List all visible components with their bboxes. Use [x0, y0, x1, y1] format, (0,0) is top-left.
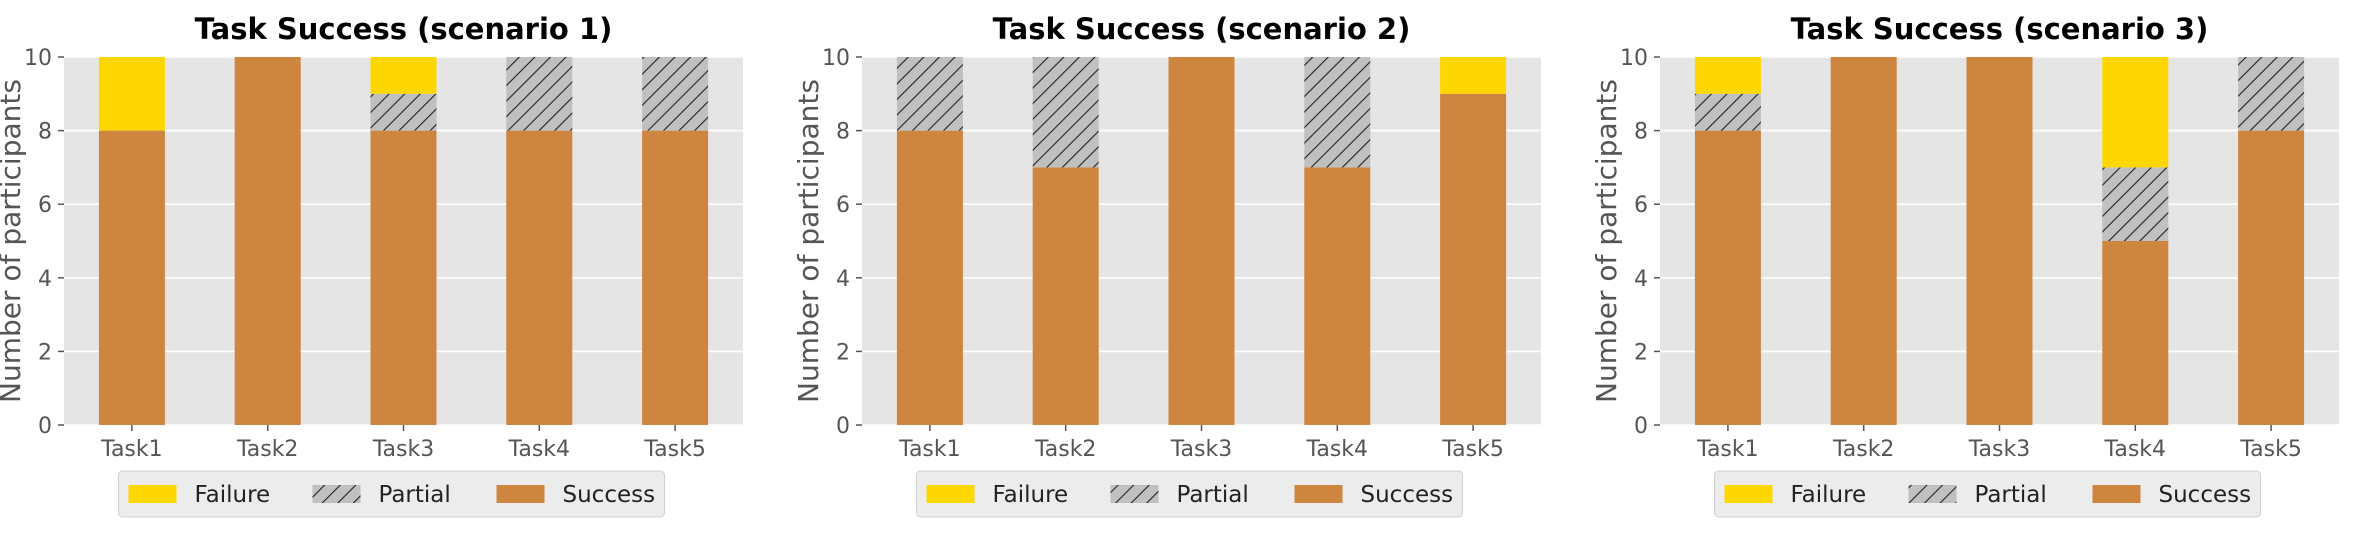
- bar-partial-task3: [370, 93, 437, 131]
- bar-partial-task2: [1032, 57, 1099, 168]
- legend-label-partial: Partial: [379, 482, 451, 508]
- bar-success-task4: [1304, 167, 1371, 425]
- y-tick-label: 2: [1634, 340, 1648, 365]
- bar-success-task4: [2102, 241, 2169, 425]
- y-tick-label: 4: [836, 267, 850, 292]
- legend-swatch-failure: [1724, 485, 1773, 503]
- x-tick-label: Task3: [1968, 437, 2030, 462]
- x-tick-label: Task4: [1306, 437, 1368, 462]
- x-tick-label: Task5: [1441, 437, 1503, 462]
- x-tick-label: Task5: [643, 437, 705, 462]
- bar-success-task1: [98, 130, 165, 425]
- bar-partial-task5: [642, 57, 709, 131]
- bar-partial-task4: [1304, 57, 1371, 168]
- legend-label-partial: Partial: [1975, 482, 2047, 508]
- legend-label-success: Success: [1361, 482, 1454, 508]
- bar-success-task3: [370, 130, 437, 425]
- y-tick-label: 4: [38, 267, 52, 292]
- bar-failure-task5: [1440, 57, 1507, 94]
- chart-panel-2: 0 2 4 6 8 10 Task1 Task2 Task3 Task4 Task5 Task Suc…: [792, 12, 1541, 518]
- y-tick-label: 10: [1620, 46, 1648, 71]
- bar-success-task2: [1830, 57, 1897, 425]
- legend-swatch-partial: [1110, 485, 1159, 503]
- x-tick-label: Task1: [898, 437, 960, 462]
- legend-label-failure: Failure: [993, 482, 1069, 508]
- legend-swatch-success: [1294, 485, 1343, 503]
- chart-title: Task Success (scenario 3): [1791, 12, 2209, 46]
- legend-swatch-partial: [1908, 485, 1957, 503]
- bar-success-task3: [1168, 57, 1235, 425]
- bar-partial-task4: [506, 57, 573, 131]
- bar-partial-task1: [896, 57, 963, 131]
- legend-swatch-success: [496, 485, 545, 503]
- y-axis-label: Number of participants: [1590, 79, 1623, 403]
- x-tick-label: Task2: [236, 437, 298, 462]
- legend-swatch-success: [2092, 485, 2141, 503]
- y-tick-label: 6: [38, 193, 52, 218]
- legend-swatch-partial: [312, 485, 361, 503]
- bar-partial-task1: [1694, 93, 1761, 131]
- legend: Failure Partial Success: [1714, 470, 2261, 518]
- legend-swatch-failure: [926, 485, 975, 503]
- y-tick-label: 6: [1634, 193, 1648, 218]
- bar-failure-task4: [2102, 57, 2169, 168]
- legend-label-success: Success: [563, 482, 656, 508]
- y-tick-label: 8: [1634, 120, 1648, 145]
- bar-success-task2: [234, 57, 301, 425]
- legend-label-success: Success: [2159, 482, 2252, 508]
- legend: Failure Partial Success: [118, 470, 665, 518]
- bar-success-task5: [1440, 93, 1507, 426]
- x-tick-label: Task2: [1832, 437, 1894, 462]
- chart-title: Task Success (scenario 1): [195, 12, 613, 46]
- y-tick-label: 8: [38, 120, 52, 145]
- x-tick-label: Task4: [508, 437, 570, 462]
- x-tick-label: Task1: [1696, 437, 1758, 462]
- y-axis-label: Number of participants: [792, 79, 825, 403]
- y-tick-label: 4: [1634, 267, 1648, 292]
- legend-box: [916, 470, 1463, 518]
- y-tick-label: 10: [24, 46, 52, 71]
- y-tick-label: 8: [836, 120, 850, 145]
- bar-partial-task5: [2238, 57, 2305, 131]
- bar-failure-task1: [1694, 57, 1761, 94]
- bar-success-task2: [1032, 167, 1099, 425]
- bar-success-task5: [2238, 130, 2305, 425]
- bar-success-task5: [642, 130, 709, 425]
- bar-success-task4: [506, 130, 573, 425]
- legend-label-failure: Failure: [1791, 482, 1867, 508]
- y-tick-label: 0: [836, 414, 850, 439]
- bar-success-task1: [896, 130, 963, 425]
- legend-box: [118, 470, 665, 518]
- legend-box: [1714, 470, 2261, 518]
- bar-success-task1: [1694, 130, 1761, 425]
- x-tick-label: Task5: [2239, 437, 2301, 462]
- legend-label-failure: Failure: [195, 482, 271, 508]
- legend-label-partial: Partial: [1177, 482, 1249, 508]
- x-tick-label: Task4: [2104, 437, 2166, 462]
- x-tick-label: Task3: [372, 437, 434, 462]
- y-tick-label: 6: [836, 193, 850, 218]
- bar-failure-task1: [98, 57, 165, 131]
- y-tick-label: 0: [38, 414, 52, 439]
- x-tick-label: Task1: [100, 437, 162, 462]
- y-tick-label: 2: [836, 340, 850, 365]
- chart-title: Task Success (scenario 2): [993, 12, 1411, 46]
- legend: Failure Partial Success: [916, 470, 1463, 518]
- y-tick-label: 0: [1634, 414, 1648, 439]
- legend-swatch-failure: [128, 485, 177, 503]
- y-axis-label: Number of participants: [0, 79, 27, 403]
- y-tick-label: 2: [38, 340, 52, 365]
- chart-panel-1: 0 2 4 6 8 10 Task1 Task2 Task3 Task4 Task5 Task Suc…: [0, 12, 743, 518]
- x-tick-label: Task2: [1034, 437, 1096, 462]
- bar-partial-task4: [2102, 167, 2169, 241]
- y-tick-label: 10: [822, 46, 850, 71]
- bar-failure-task3: [370, 57, 437, 94]
- bar-success-task3: [1966, 57, 2033, 425]
- x-tick-label: Task3: [1170, 437, 1232, 462]
- chart-panel-3: 0 2 4 6 8 10 Task1 Task2 Task3 Task4 Task5 Task Suc…: [1590, 12, 2339, 518]
